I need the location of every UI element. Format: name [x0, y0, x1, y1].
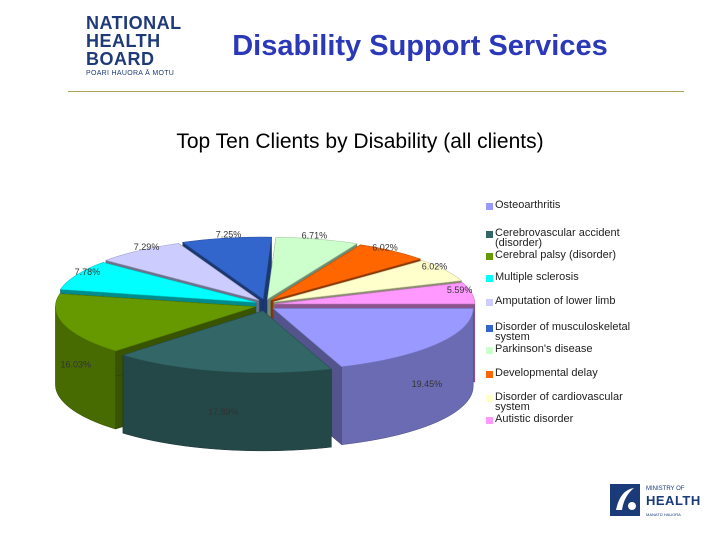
- legend-item: Autistic disorder: [486, 413, 655, 425]
- legend-item: Amputation of lower limb: [486, 295, 655, 307]
- legend-swatch: [486, 299, 493, 306]
- legend-swatch: [486, 417, 493, 424]
- pie-data-label: 17.89%: [208, 407, 239, 417]
- pie-slice: [273, 260, 463, 303]
- pie-data-label: 6.71%: [302, 231, 328, 241]
- legend-swatch: [486, 347, 493, 354]
- legend-label: Disorder of cardiovascular system: [495, 391, 623, 413]
- health-label: HEALTH: [646, 493, 701, 508]
- pie-data-label: 19.45%: [412, 379, 443, 389]
- pie-data-label: 6.02%: [422, 262, 448, 272]
- legend-label: Cerebral palsy (disorder): [495, 249, 617, 261]
- pie-slice: [272, 308, 474, 368]
- legend-swatch: [486, 253, 493, 260]
- legend-label: Parkinson's disease: [495, 343, 593, 355]
- logo-line-1: NATIONAL: [86, 13, 182, 33]
- pie-data-label: 6.02%: [372, 243, 398, 253]
- legend-swatch: [486, 231, 493, 238]
- legend-swatch: [486, 275, 493, 282]
- ministry-label: MINISTRY OF: [646, 486, 685, 492]
- pie-data-label: 16.03%: [60, 360, 91, 370]
- legend-item: Multiple sclerosis: [486, 271, 655, 283]
- legend-label: Multiple sclerosis: [495, 271, 579, 283]
- legend-item: Cerebral palsy (disorder): [486, 249, 655, 261]
- slide-title: Disability Support Services: [232, 30, 608, 62]
- pie-tops: [55, 236, 476, 374]
- legend-label: Amputation of lower limb: [495, 295, 616, 307]
- ministry-emblem-icon: [610, 484, 640, 516]
- legend-item: Disorder of musculoskeletal system: [486, 321, 655, 343]
- legend-item: Parkinson's disease: [486, 343, 655, 355]
- pie-data-label: 7.29%: [134, 242, 160, 252]
- legend-label: Osteoarthritis: [495, 199, 561, 211]
- pie-data-label: 5.59%: [447, 285, 473, 295]
- pie-slice: [55, 293, 256, 352]
- legend-swatch: [486, 325, 493, 332]
- pie-slice: [181, 236, 272, 300]
- legend-item: Cerebrovascular accident (disorder): [486, 227, 655, 249]
- pie-slice: [121, 310, 333, 374]
- chart-legend: Osteoarthritis Cerebrovascular accident (…: [486, 200, 686, 430]
- legend-item: Developmental delay: [486, 367, 655, 379]
- pie-slice: [270, 244, 422, 301]
- legend-item: Osteoarthritis: [486, 199, 655, 211]
- chart-title: Top Ten Clients by Disability (all clien…: [176, 130, 544, 153]
- legend-label: Cerebrovascular accident (disorder): [495, 227, 620, 249]
- ministry-of-health-logo: MINISTRY OF HEALTH MANATŪ HAUORA: [608, 480, 700, 520]
- legend-label: Disorder of musculoskeletal system: [495, 321, 631, 343]
- pie-slice: [267, 236, 358, 300]
- national-health-board-logo: NATIONAL HEALTH BOARD POARI HAUORA Ā MOT…: [84, 14, 188, 80]
- legend-swatch: [486, 371, 493, 378]
- legend-swatch: [486, 203, 493, 210]
- pie-slice: [274, 282, 476, 305]
- legend-item: Disorder of cardiovascular system: [486, 391, 655, 413]
- pie-data-label: 7.78%: [75, 267, 101, 277]
- legend-label: Autistic disorder: [495, 413, 574, 425]
- pie-labels: 19.45% 17.89% 16.03% 7.78% 7.29% 7.25% 6.71% 6.…: [60, 230, 472, 417]
- logo-line-2: HEALTH: [86, 31, 161, 51]
- pie-data-label: 7.25%: [216, 230, 242, 240]
- legend-swatch: [486, 395, 493, 402]
- ministry-tagline: MANATŪ HAUORA: [646, 512, 681, 517]
- pie-slice: [104, 243, 260, 301]
- logo-subtitle: POARI HAUORA Ā MOTU: [86, 70, 175, 77]
- logo-line-3: BOARD: [86, 49, 155, 69]
- pie-slice: [59, 262, 257, 303]
- legend-label: Developmental delay: [495, 367, 598, 379]
- title-divider: [68, 91, 684, 92]
